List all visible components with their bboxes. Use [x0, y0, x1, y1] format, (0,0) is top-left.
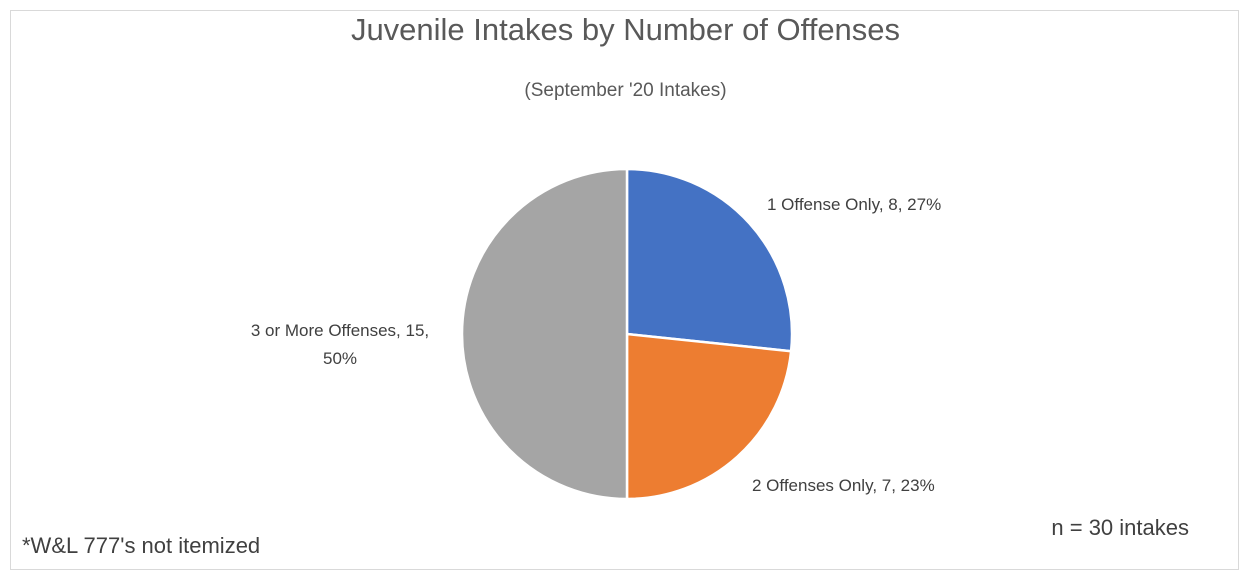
chart-subtitle: (September '20 Intakes) [524, 80, 727, 101]
footnote: *W&L 777's not itemized [22, 533, 261, 558]
data-label-3-or-more-line2: 50% [322, 349, 358, 368]
chart-title: Juvenile Intakes by Number of Offenses [350, 12, 901, 47]
pie-slice-2-offenses [625, 332, 793, 501]
data-label-3-or-more-offenses: 3 or More Offenses, 15, 50% [240, 317, 440, 373]
pie-slice-1-offense [625, 167, 794, 353]
pie-slice-3-or-more-offenses [460, 167, 629, 501]
data-label-1-offense: 1 Offense Only, 8, 27% [767, 195, 942, 214]
data-label-2-offenses: 2 Offenses Only, 7, 23% [752, 476, 935, 495]
pie-chart [460, 167, 794, 501]
sample-size-note: n = 30 intakes [1051, 515, 1189, 540]
data-label-3-or-more-line1: 3 or More Offenses, 15, [250, 321, 430, 340]
